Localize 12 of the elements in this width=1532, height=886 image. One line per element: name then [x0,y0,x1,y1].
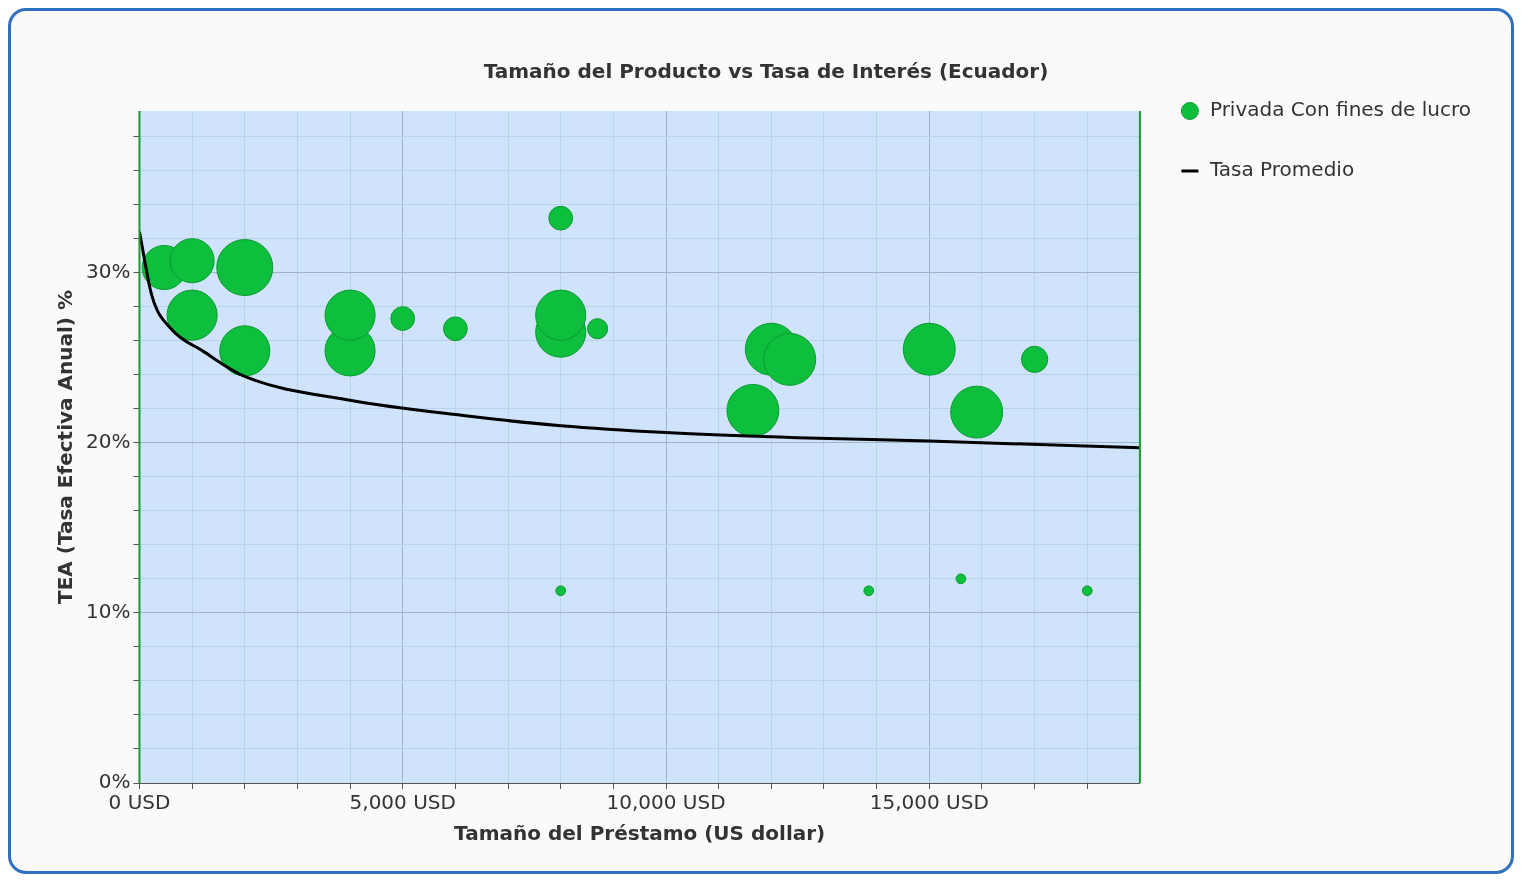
line-series [139,230,1140,450]
y-tick-label: 10% [86,599,131,624]
y-tick-label: 20% [86,428,131,453]
y-tick-label: 30% [86,258,131,283]
x-tick-label: 10,000 USD [606,790,726,815]
legend-label: Tasa Promedio [1208,157,1355,182]
x-axis-title: Tamaño del Préstamo (US dollar) [454,821,826,846]
x-tick-label: 15,000 USD [869,790,989,815]
y-axis-title: TEA (Tasa Efectiva Anual) % [53,290,78,604]
x-tick-label: 5,000 USD [349,790,456,815]
legend-label: Privada Con fines de lucro [1209,97,1472,122]
chart-title: Tamaño del Producto vs Tasa de Interés (Ecuador) [483,59,1049,84]
